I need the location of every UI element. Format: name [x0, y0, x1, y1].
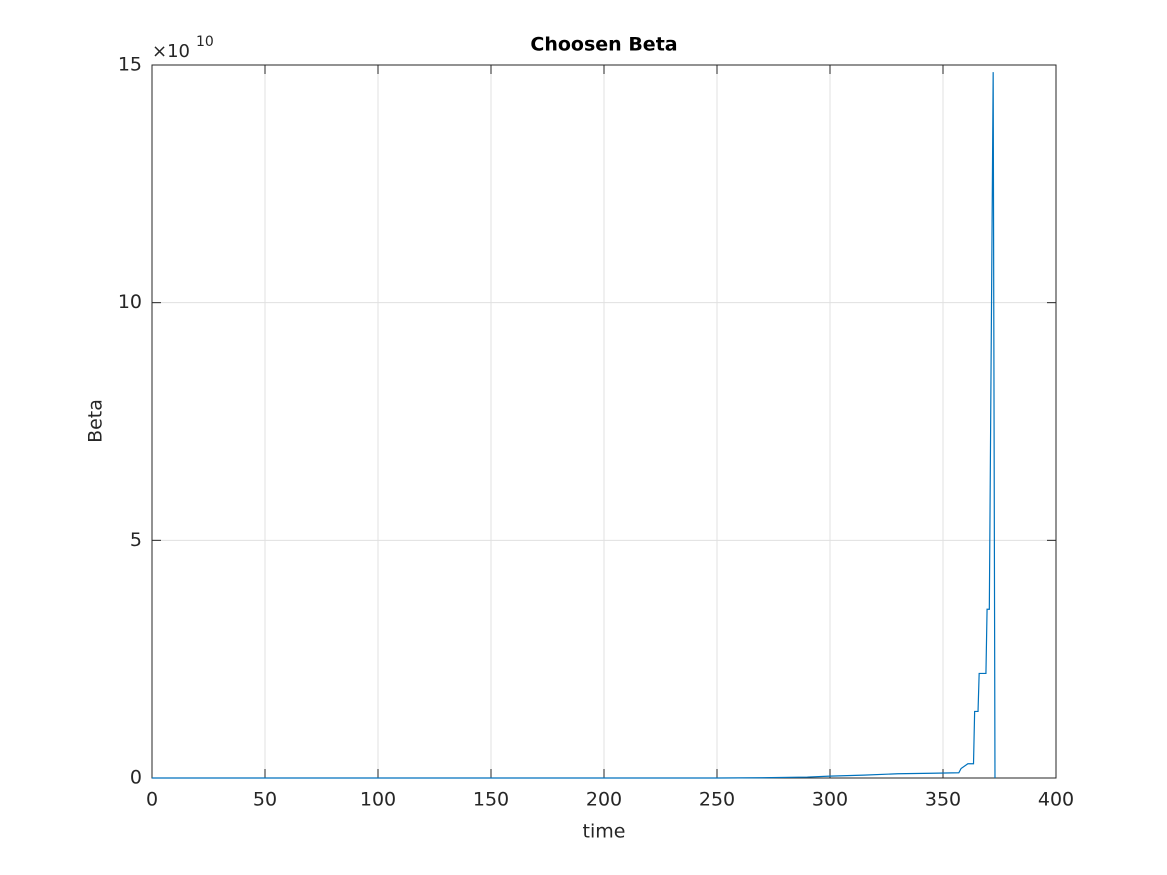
x-tick-label: 150 [473, 789, 509, 811]
y-axis-label: Beta [85, 399, 107, 443]
y-tick-label: 0 [130, 767, 142, 789]
x-tick-label: 250 [699, 789, 735, 811]
x-tick-label: 200 [586, 789, 622, 811]
data-line [152, 72, 996, 779]
y-multiplier: ×10 [152, 41, 190, 62]
x-axis-label: time [583, 821, 626, 843]
x-tick-label: 100 [360, 789, 396, 811]
x-tick-label: 0 [146, 789, 158, 811]
y-tick-label: 10 [118, 291, 142, 313]
y-exponent: 10 [196, 34, 214, 50]
chart-title: Choosen Beta [530, 34, 677, 56]
x-tick-label: 50 [253, 789, 277, 811]
x-tick-label: 350 [925, 789, 961, 811]
y-tick-label: 5 [130, 529, 142, 551]
y-tick-label: 15 [118, 54, 142, 76]
x-tick-label: 300 [812, 789, 848, 811]
x-tick-label: 400 [1038, 789, 1074, 811]
